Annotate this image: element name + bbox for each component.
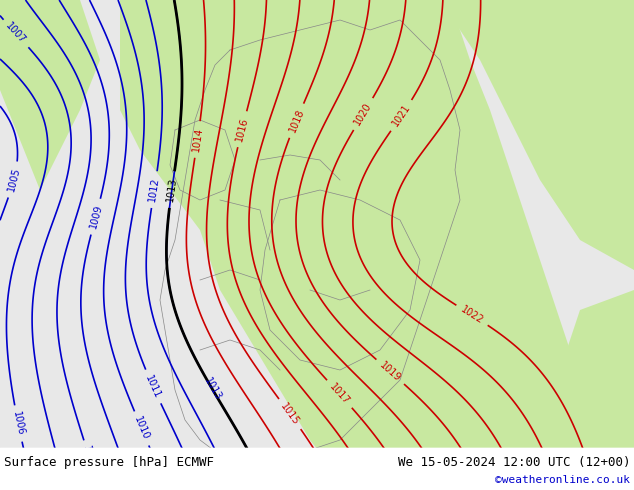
Text: 1022: 1022 <box>459 304 485 326</box>
Text: 1014: 1014 <box>191 126 204 152</box>
Polygon shape <box>470 290 634 490</box>
Text: 1013: 1013 <box>165 177 179 202</box>
Polygon shape <box>0 0 100 190</box>
Text: 1013: 1013 <box>202 376 223 402</box>
Text: 1021: 1021 <box>391 102 413 128</box>
Text: ©weatheronline.co.uk: ©weatheronline.co.uk <box>495 475 630 485</box>
Text: 1006: 1006 <box>11 411 25 437</box>
Text: 1010: 1010 <box>133 415 151 441</box>
Text: 1018: 1018 <box>287 107 306 134</box>
Text: 1016: 1016 <box>235 116 250 142</box>
Text: We 15-05-2024 12:00 UTC (12+00): We 15-05-2024 12:00 UTC (12+00) <box>398 456 630 468</box>
Text: 1012: 1012 <box>148 177 161 202</box>
Text: 1017: 1017 <box>328 382 351 406</box>
Text: 1019: 1019 <box>378 360 403 384</box>
Text: 1007: 1007 <box>4 21 28 46</box>
Text: Surface pressure [hPa] ECMWF: Surface pressure [hPa] ECMWF <box>4 456 214 468</box>
Text: 1020: 1020 <box>353 101 374 127</box>
Polygon shape <box>120 0 570 490</box>
Text: 1005: 1005 <box>6 167 22 193</box>
Text: 1015: 1015 <box>278 401 301 427</box>
Text: 1011: 1011 <box>143 373 163 400</box>
Text: 1008: 1008 <box>81 445 98 471</box>
Text: 1009: 1009 <box>87 203 104 230</box>
Polygon shape <box>130 0 200 70</box>
Polygon shape <box>440 0 634 270</box>
